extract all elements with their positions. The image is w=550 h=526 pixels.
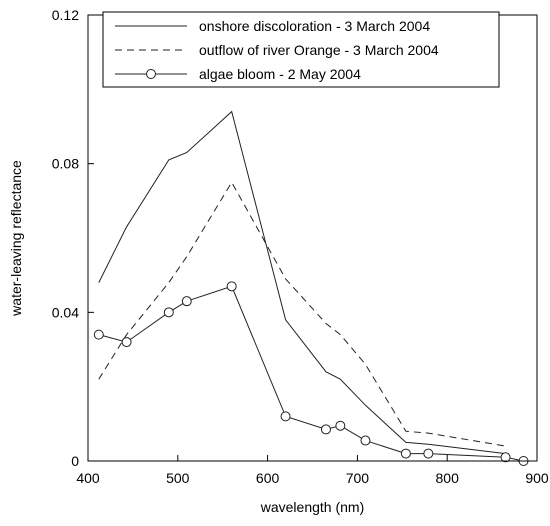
legend-item: onshore discoloration - 3 March 2004: [115, 18, 430, 34]
x-tick-label: 400: [76, 470, 100, 486]
legend-item: outflow of river Orange - 3 March 2004: [115, 42, 439, 58]
legend-label: onshore discoloration - 3 March 2004: [199, 18, 430, 34]
series-line: [98, 181, 506, 447]
y-axis-label: water-leaving reflectance: [8, 160, 24, 317]
y-tick-label: 0.12: [52, 7, 79, 23]
plot-area: [93, 110, 529, 466]
y-tick-label: 0.04: [52, 304, 79, 320]
data-point: [93, 329, 104, 340]
series-line: [98, 285, 524, 462]
x-tick-label: 700: [346, 470, 370, 486]
series-1: [98, 110, 506, 455]
x-tick-label: 900: [525, 470, 549, 486]
data-point: [400, 448, 411, 459]
data-point: [280, 411, 291, 422]
legend-item: algae bloom - 2 May 2004: [115, 66, 361, 82]
x-axis-label: wavelength (nm): [260, 499, 365, 515]
legend-label: algae bloom - 2 May 2004: [199, 66, 361, 82]
legend-marker: [146, 69, 156, 79]
series-line: [98, 110, 506, 455]
data-point: [163, 307, 174, 318]
data-point: [423, 448, 434, 459]
data-point: [360, 435, 371, 446]
data-point: [121, 337, 132, 348]
data-point: [226, 281, 237, 292]
data-point: [500, 452, 511, 463]
series-2: [98, 181, 506, 447]
x-tick-label: 500: [166, 470, 190, 486]
x-tick-label: 600: [256, 470, 280, 486]
legend-label: outflow of river Orange - 3 March 2004: [199, 42, 439, 58]
data-point: [181, 296, 192, 307]
data-point: [335, 420, 346, 431]
axes: 400 500 600 700 800 900 0 0.04 0.08 0.12 wavelengt…: [8, 7, 549, 515]
x-tick-label: 800: [436, 470, 460, 486]
series-3: [93, 281, 529, 466]
y-tick-label: 0.08: [52, 156, 79, 172]
data-point: [320, 424, 331, 435]
legend: onshore discoloration - 3 March 2004 outf…: [102, 11, 500, 88]
y-tick-label: 0: [71, 453, 79, 469]
